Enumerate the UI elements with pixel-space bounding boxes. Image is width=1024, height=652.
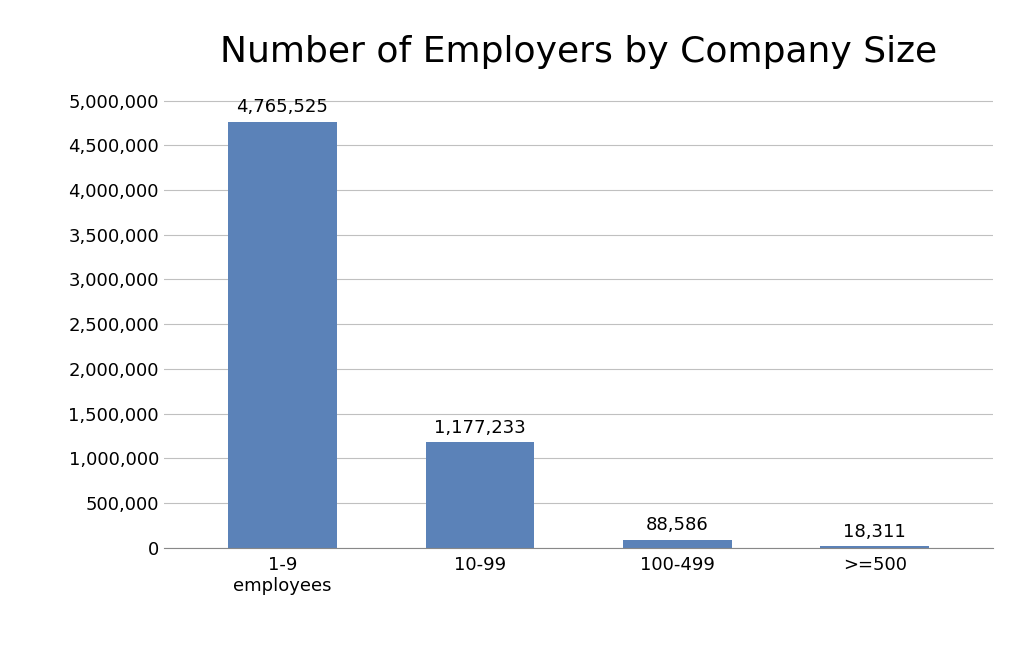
Bar bbox=[426, 443, 535, 548]
Text: 88,586: 88,586 bbox=[646, 516, 709, 535]
Bar bbox=[228, 121, 337, 548]
Text: 18,311: 18,311 bbox=[844, 523, 906, 541]
Title: Number of Employers by Company Size: Number of Employers by Company Size bbox=[220, 35, 937, 68]
Bar bbox=[820, 546, 929, 548]
Text: 4,765,525: 4,765,525 bbox=[237, 98, 329, 116]
Text: 1,177,233: 1,177,233 bbox=[434, 419, 525, 437]
Bar bbox=[623, 540, 731, 548]
